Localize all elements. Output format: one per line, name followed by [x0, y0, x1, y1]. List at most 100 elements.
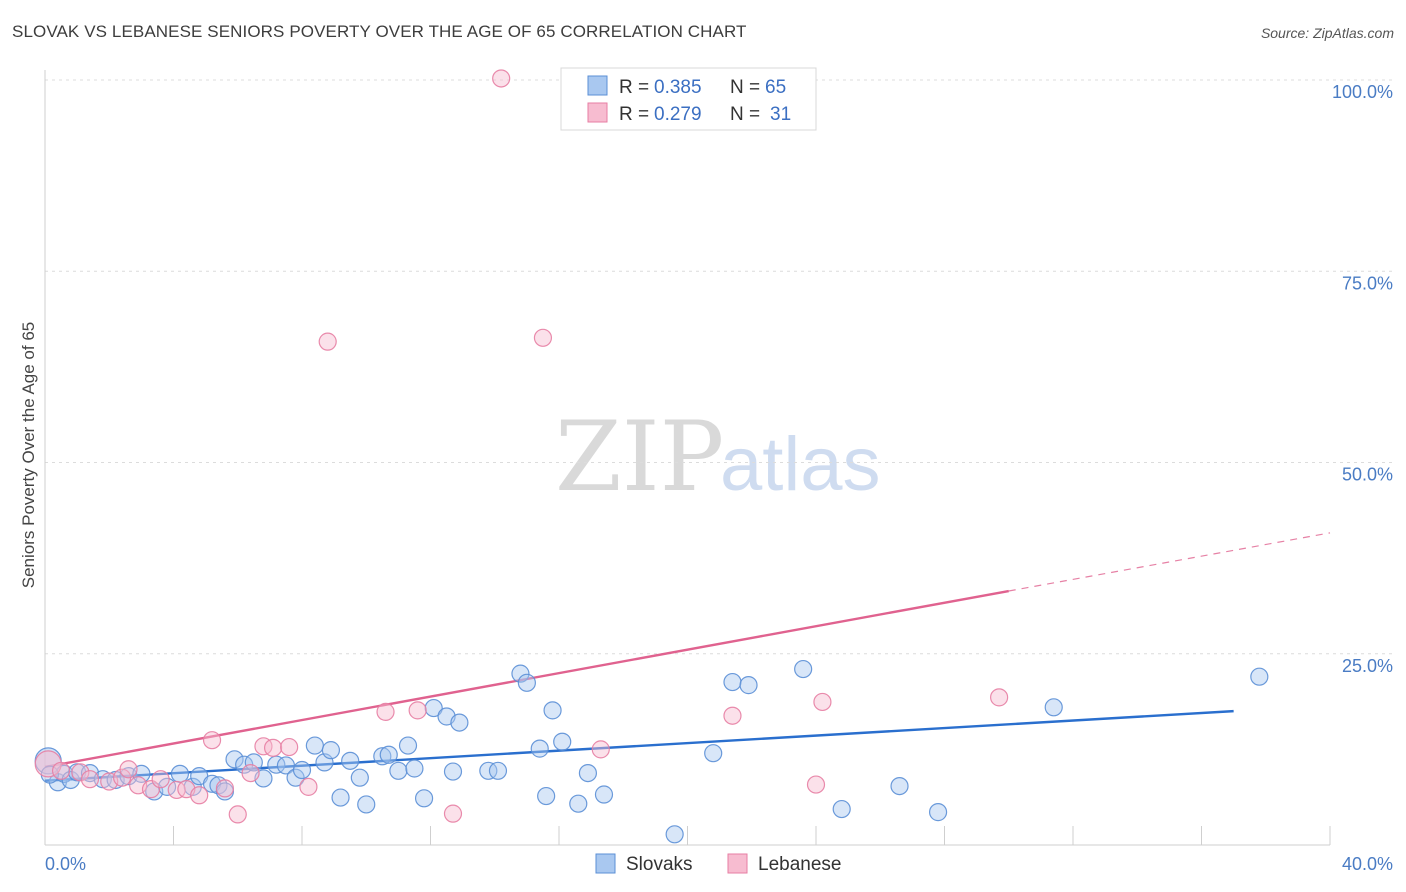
legend-n-value-slovaks: 65: [765, 77, 786, 98]
legend-r-label-slovaks: R =: [619, 77, 649, 98]
slovaks-point-38: [414, 789, 434, 808]
axes: [44, 70, 1331, 846]
slovaks-point-56: [723, 672, 742, 692]
slovaks-point-43: [479, 761, 498, 780]
bottom-legend: Slovaks Lebanese: [595, 853, 841, 875]
lebanese-point-31: [990, 688, 1009, 707]
chart-title: SLOVAK VS LEBANESE SENIORS POVERTY OVER …: [12, 22, 747, 41]
slovaks-point-41: [443, 762, 463, 781]
slovaks-point-57: [739, 676, 758, 695]
slovaks-point-61: [928, 803, 948, 822]
bottom-legend-label-lebanese: Lebanese: [758, 854, 841, 875]
lebanese-point-14: [215, 779, 234, 798]
chart-source: Source: ZipAtlas.com: [1260, 25, 1394, 41]
slovaks-point-63: [1250, 667, 1269, 686]
lebanese-point-13: [202, 731, 222, 750]
slovaks-point-37: [405, 759, 424, 778]
lebanese-point-19: [280, 737, 299, 757]
lebanese-point-0: [34, 750, 62, 778]
bottom-legend-swatch-lebanese: [727, 853, 748, 874]
lebanese-point-2: [71, 763, 90, 782]
slovaks-trend-line: [44, 709, 1234, 782]
y-tick-label-0: 25.0%: [1342, 656, 1393, 676]
slovaks-point-26: [305, 736, 324, 755]
slovaks-point-30: [341, 751, 360, 770]
lebanese-point-29: [806, 775, 826, 794]
tick-labels: 25.0% 50.0% 75.0% 100.0% 0.0% 40.0%: [45, 82, 1393, 874]
slovaks-point-49: [543, 701, 562, 720]
lebanese-point-10: [167, 780, 186, 800]
lebanese-point-20: [299, 777, 318, 796]
slovaks-point-39: [424, 698, 443, 718]
lebanese-point-28: [723, 706, 742, 725]
slovaks-point-58: [794, 659, 813, 679]
lebanese-point-1: [51, 761, 71, 780]
trend-lines: [44, 532, 1331, 782]
lebanese-point-6: [119, 760, 138, 779]
slovaks-point-29: [331, 788, 350, 807]
lebanese-point-25: [492, 69, 511, 88]
lebanese-point-15: [228, 805, 247, 824]
slovaks-point-54: [665, 825, 684, 844]
slovaks-point-25: [292, 760, 312, 780]
slovaks-point-51: [569, 794, 588, 813]
lebanese-point-23: [408, 701, 427, 720]
lebanese-point-3: [80, 770, 100, 789]
slovaks-point-36: [398, 736, 418, 755]
legend-box: R = 0.385 N = 65 R = 0.279 N = 31: [560, 67, 817, 131]
slovaks-point-60: [890, 776, 909, 796]
y-tick-label-3: 100.0%: [1332, 82, 1393, 102]
legend-r-value-lebanese: 0.279: [654, 104, 702, 125]
lebanese-point-30: [813, 692, 832, 712]
lebanese-point-18: [263, 738, 283, 757]
slovaks-point-52: [578, 763, 598, 783]
y-tick-label-1: 50.0%: [1342, 465, 1393, 485]
slovaks-point-53: [594, 785, 614, 804]
x-tick-label-max: 40.0%: [1342, 854, 1393, 874]
slovaks-point-44: [488, 761, 508, 780]
lebanese-point-26: [533, 328, 553, 347]
slovaks-point-12: [170, 764, 190, 783]
slovaks-point-50: [553, 732, 572, 751]
watermark-zip: ZIP: [555, 401, 724, 513]
legend-r-value-slovaks: 0.385: [654, 77, 702, 98]
bottom-legend-label-slovaks: Slovaks: [626, 854, 693, 875]
slovaks-point-47: [530, 739, 549, 758]
x-tick-label-min: 0.0%: [45, 854, 86, 874]
legend-n-label-lebanese: N =: [730, 104, 760, 125]
y-tick-label-2: 75.0%: [1342, 273, 1393, 293]
lebanese-point-16: [241, 763, 260, 783]
watermark-atlas: atlas: [720, 422, 881, 507]
legend-r-label-lebanese: R =: [619, 104, 649, 125]
lebanese-point-21: [318, 332, 337, 351]
lebanese-point-27: [591, 740, 610, 759]
slovaks-point-18: [225, 750, 244, 769]
lebanese-point-8: [141, 780, 161, 799]
lebanese-point-24: [443, 804, 463, 823]
legend-swatch-lebanese: [587, 102, 608, 123]
slovaks-point-59: [832, 799, 851, 819]
lebanese-trend-extension: [1008, 532, 1331, 592]
legend-swatch-slovaks: [587, 75, 608, 96]
slovaks-point-45: [511, 664, 530, 683]
lebanese-point-9: [151, 770, 170, 789]
slovaks-point-28: [321, 741, 341, 760]
lebanese-point-22: [376, 702, 395, 721]
slovaks-point-34: [379, 745, 398, 764]
slovaks-point-46: [517, 673, 536, 692]
y-axis-label: Seniors Poverty Over the Age of 65: [19, 322, 38, 588]
slovaks-point-32: [357, 795, 376, 814]
grid-lines: [45, 79, 1394, 655]
slovaks-point-33: [373, 747, 392, 766]
slovaks-point-48: [537, 786, 556, 806]
legend-n-label-slovaks: N =: [730, 77, 760, 98]
data-points: [34, 69, 1269, 844]
slovaks-point-42: [450, 713, 469, 732]
bottom-legend-swatch-slovaks: [595, 853, 616, 874]
slovaks-point-55: [704, 744, 723, 763]
slovaks-point-20: [244, 753, 263, 772]
slovaks-point-31: [350, 768, 369, 787]
slovaks-point-62: [1044, 698, 1063, 717]
legend-n-value-lebanese: 31: [770, 104, 791, 125]
